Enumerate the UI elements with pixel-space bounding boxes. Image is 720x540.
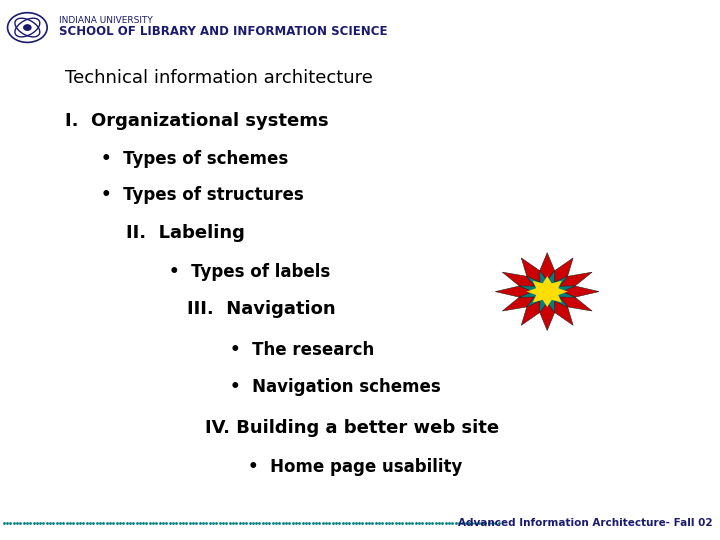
Text: IV. Building a better web site: IV. Building a better web site <box>205 419 500 437</box>
Text: •  The research: • The research <box>230 341 374 359</box>
Polygon shape <box>519 271 575 313</box>
Text: Technical information architecture: Technical information architecture <box>65 69 373 87</box>
Text: •  Types of labels: • Types of labels <box>169 262 330 281</box>
Text: •  Types of schemes: • Types of schemes <box>101 150 288 168</box>
Text: •  Types of structures: • Types of structures <box>101 186 304 205</box>
Text: SCHOOL OF LIBRARY AND INFORMATION SCIENCE: SCHOOL OF LIBRARY AND INFORMATION SCIENC… <box>59 25 387 38</box>
Polygon shape <box>495 253 599 330</box>
Circle shape <box>24 25 31 30</box>
Polygon shape <box>526 276 568 307</box>
Text: I.  Organizational systems: I. Organizational systems <box>65 112 328 131</box>
Text: II.  Labeling: II. Labeling <box>126 224 245 242</box>
Text: INDIANA UNIVERSITY: INDIANA UNIVERSITY <box>59 16 153 25</box>
Text: •  Home page usability: • Home page usability <box>248 458 463 476</box>
Text: Advanced Information Architecture- Fall 02: Advanced Information Architecture- Fall … <box>458 518 713 528</box>
Text: •  Navigation schemes: • Navigation schemes <box>230 378 441 396</box>
Text: III.  Navigation: III. Navigation <box>187 300 336 319</box>
